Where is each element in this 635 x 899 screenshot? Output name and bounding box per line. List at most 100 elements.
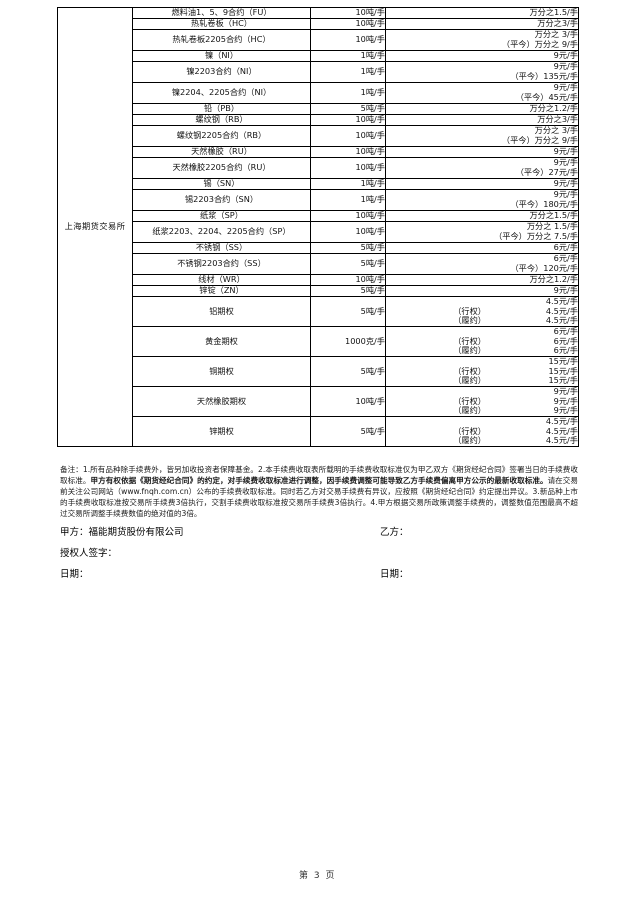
fee-standard-cell: 万分之3/手 bbox=[385, 18, 579, 30]
fee-standard-cell: 万分之1.5/手 bbox=[385, 7, 579, 19]
product-name-cell: 燃料油1、5、9合约（FU） bbox=[132, 7, 311, 19]
fee-line: （平今）180元/手 bbox=[510, 199, 578, 209]
fee-line-exercise-label: （行权） bbox=[453, 425, 486, 436]
trading-unit-cell: 1吨/手 bbox=[310, 189, 386, 211]
fee-standard-cell: 15元/手 （行权） 15元/手 （履约） 15元/手 bbox=[385, 356, 579, 388]
exchange-name-cell: 上海期货交易所 bbox=[57, 6, 133, 448]
table-row: 镍（NI） 1吨/手 9元/手 bbox=[58, 50, 579, 62]
product-name-cell: 镍2204、2205合约（NI） bbox=[132, 82, 311, 104]
fee-line: 万分之3/手 bbox=[537, 114, 578, 125]
fee-standard-cell: 万分之1.2/手 bbox=[385, 274, 579, 286]
trading-unit-cell: 10吨/手 bbox=[310, 18, 386, 30]
fee-line-exercise-value: 15元/手 bbox=[548, 365, 578, 376]
fee-standard-cell: 9元/手 bbox=[385, 285, 579, 297]
fee-standard-cell: 9元/手 （平今）27元/手 bbox=[385, 157, 579, 179]
signature-block: 甲方：福能期货股份有限公司 乙方： 授权人签字： 日期： 日期： bbox=[60, 528, 580, 591]
fee-line: 万分之1.5/手 bbox=[529, 210, 578, 221]
product-name-cell: 不锈钢（SS） bbox=[132, 242, 311, 254]
fee-line-exercise: （行权） 6元/手 bbox=[386, 335, 578, 347]
trading-unit-cell: 5吨/手 bbox=[310, 416, 386, 448]
product-name-cell: 螺纹钢2205合约（RB） bbox=[132, 125, 311, 147]
fee-line-delivery-label: （履约） bbox=[453, 405, 486, 416]
fee-line-exercise-value: 6元/手 bbox=[553, 335, 578, 346]
table-row: 天然橡胶（RU） 10吨/手 9元/手 bbox=[58, 146, 579, 158]
fee-standard-cell: 万分之 3/手 （平今）万分之 9/手 bbox=[385, 125, 579, 147]
fee-schedule-table: 上海期货交易所 燃料油1、5、9合约（FU） 10吨/手 万分之1.5/手 热轧卷板（H… bbox=[57, 6, 579, 448]
product-name-cell: 镍（NI） bbox=[132, 50, 311, 62]
fee-standard-cell: 万分之1.2/手 bbox=[385, 103, 579, 115]
fee-line: （平今）万分之 7.5/手 bbox=[494, 231, 578, 241]
fee-line: （平今）万分之 9/手 bbox=[501, 39, 578, 49]
fee-line: 9元/手 bbox=[553, 61, 578, 72]
fee-line-delivery-value: 4.5元/手 bbox=[545, 315, 578, 326]
product-name-cell: 热轧卷板（HC） bbox=[132, 18, 311, 30]
trading-unit-cell: 1000克/手 bbox=[310, 326, 386, 358]
trading-unit-cell: 5吨/手 bbox=[310, 253, 386, 275]
fee-line: 万分之 3/手 bbox=[534, 125, 578, 136]
fee-line-delivery: （履约） 15元/手 bbox=[386, 376, 578, 386]
page-number: 第 3 页 bbox=[299, 871, 336, 881]
trading-unit-cell: 10吨/手 bbox=[310, 386, 386, 418]
trading-unit-cell: 10吨/手 bbox=[310, 274, 386, 286]
table-row: 螺纹钢（RB） 10吨/手 万分之3/手 bbox=[58, 114, 579, 126]
table-row: 纸浆2203、2204、2205合约（SP） 10吨/手 万分之 1.5/手 （平今）… bbox=[58, 221, 579, 243]
fee-line: 9元/手 bbox=[553, 285, 578, 296]
product-name-cell: 锡（SN） bbox=[132, 178, 311, 190]
trading-unit-cell: 1吨/手 bbox=[310, 82, 386, 104]
table-row: 热轧卷板（HC） 10吨/手 万分之3/手 bbox=[58, 18, 579, 30]
fee-line-exercise-value: 4.5元/手 bbox=[545, 425, 578, 436]
product-name-cell: 热轧卷板2205合约（HC） bbox=[132, 29, 311, 51]
party-a-label: 甲方：福能期货股份有限公司 bbox=[60, 527, 184, 538]
fee-line-delivery-value: 9元/手 bbox=[553, 405, 578, 416]
fee-standard-cell: 6元/手 （行权） 6元/手 （履约） 6元/手 bbox=[385, 326, 579, 358]
fee-line-exercise: （行权） 4.5元/手 bbox=[386, 305, 578, 317]
fee-standard-cell: 9元/手 （平今）180元/手 bbox=[385, 189, 579, 211]
table-row-option: 天然橡胶期权 10吨/手 9元/手 （行权） 9元/手 （履约） 9元/手 bbox=[58, 386, 579, 418]
trading-unit-cell: 10吨/手 bbox=[310, 210, 386, 222]
fee-standard-cell: 9元/手 bbox=[385, 50, 579, 62]
notes-part-2-bold: 甲方有权依据《期货经纪合同》的约定，对手续费收取标准进行调整，因手续费调整可能导… bbox=[90, 476, 548, 485]
table-row: 不锈钢2203合约（SS） 5吨/手 6元/手 （平今）120元/手 bbox=[58, 253, 579, 275]
fee-line-exercise: （行权） 9元/手 bbox=[386, 396, 578, 407]
fee-standard-cell: 9元/手 bbox=[385, 178, 579, 190]
table-row-option: 黄金期权 1000克/手 6元/手 （行权） 6元/手 （履约） 6元/手 bbox=[58, 326, 579, 358]
trading-unit-cell: 10吨/手 bbox=[310, 114, 386, 126]
fee-line: 万分之3/手 bbox=[537, 18, 578, 29]
product-name-cell: 天然橡胶2205合约（RU） bbox=[132, 157, 311, 179]
trading-unit-cell: 1吨/手 bbox=[310, 50, 386, 62]
product-name-cell: 纸浆（SP） bbox=[132, 210, 311, 222]
trading-unit-cell: 10吨/手 bbox=[310, 146, 386, 158]
fee-line: （平今）135元/手 bbox=[510, 71, 578, 81]
fee-line-base: 6元/手 bbox=[553, 326, 578, 337]
fee-standard-cell: 万分之 1.5/手 （平今）万分之 7.5/手 bbox=[385, 221, 579, 243]
table-row: 镍2204、2205合约（NI） 1吨/手 9元/手 （平今）45元/手 bbox=[58, 82, 579, 104]
signature-row-party: 甲方：福能期货股份有限公司 乙方： bbox=[60, 528, 580, 549]
fee-line-exercise-label: （行权） bbox=[453, 305, 486, 316]
fee-line-delivery: （履约） 6元/手 bbox=[386, 346, 578, 356]
fee-schedule-table-body: 上海期货交易所 燃料油1、5、9合约（FU） 10吨/手 万分之1.5/手 热轧卷板（H… bbox=[57, 6, 579, 448]
trading-unit-cell: 5吨/手 bbox=[310, 242, 386, 254]
trading-unit-cell: 5吨/手 bbox=[310, 285, 386, 297]
fee-line-exercise: （行权） 15元/手 bbox=[386, 365, 578, 377]
table-row: 锌锭（ZN） 5吨/手 9元/手 bbox=[58, 285, 579, 297]
trading-unit-cell: 5吨/手 bbox=[310, 295, 386, 328]
fee-line: 9元/手 bbox=[553, 82, 578, 93]
table-row: 上海期货交易所 燃料油1、5、9合约（FU） 10吨/手 万分之1.5/手 bbox=[57, 6, 579, 448]
fee-line-delivery-label: （履约） bbox=[453, 345, 486, 356]
table-row-option: 锌期权 5吨/手 4.5元/手 （行权） 4.5元/手 （履约） 4.5元/手 bbox=[58, 416, 579, 448]
date-left-label: 日期： bbox=[60, 569, 89, 580]
fee-line-delivery: （履约） 9元/手 bbox=[386, 406, 578, 416]
signature-row-date: 日期： 日期： bbox=[60, 570, 580, 591]
signature-row-authorized: 授权人签字： bbox=[60, 549, 580, 570]
product-name-cell: 天然橡胶期权 bbox=[132, 386, 311, 418]
trading-unit-cell: 10吨/手 bbox=[310, 7, 386, 19]
fee-line-delivery-label: （履约） bbox=[453, 315, 486, 326]
page-footer: 第 3 页 bbox=[0, 868, 635, 881]
table-row-option: 铝期权 5吨/手 4.5元/手 （行权） 4.5元/手 （履约） 4.5元/手 bbox=[58, 295, 579, 328]
fee-line-exercise-label: （行权） bbox=[453, 365, 486, 376]
fee-line-base: 9元/手 bbox=[553, 386, 578, 397]
fee-standard-cell: 万分之 3/手 （平今）万分之 9/手 bbox=[385, 29, 579, 51]
product-name-cell: 天然橡胶（RU） bbox=[132, 146, 311, 158]
table-row: 铅（PB） 5吨/手 万分之1.2/手 bbox=[58, 103, 579, 115]
